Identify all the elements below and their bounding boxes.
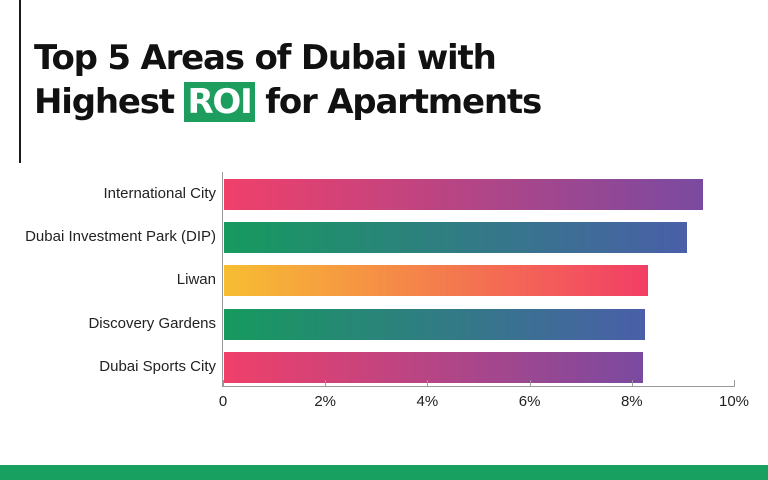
- category-label: Dubai Sports City: [99, 358, 216, 375]
- x-tick: [631, 380, 633, 387]
- title-roi-highlight: ROI: [184, 82, 255, 122]
- x-tick: [529, 380, 531, 387]
- x-tick-label: 2%: [314, 393, 337, 410]
- bar: [224, 222, 687, 253]
- x-tick-label: 4%: [416, 393, 439, 410]
- title-line-2: Highest ROI for Apartments: [34, 80, 542, 124]
- decorative-vertical-line: [19, 0, 21, 163]
- x-tick: [734, 380, 735, 387]
- category-label: Liwan: [176, 271, 216, 288]
- title-line-1: Top 5 Areas of Dubai with: [34, 38, 497, 78]
- bar: [224, 179, 703, 210]
- bar: [224, 352, 644, 383]
- title-line-2-pre: Highest: [34, 82, 175, 122]
- x-tick-label: 0: [218, 393, 228, 410]
- category-label: Discovery Gardens: [88, 315, 216, 332]
- chart-title: Top 5 Areas of Dubai with Highest ROI fo…: [34, 36, 542, 124]
- y-axis-line: [222, 172, 223, 386]
- x-axis-line: [222, 386, 734, 387]
- x-tick-label: 8%: [620, 393, 643, 410]
- bar: [224, 265, 649, 296]
- x-tick: [223, 380, 224, 387]
- category-label: Dubai Investment Park (DIP): [25, 228, 216, 245]
- x-tick-label: 6%: [518, 393, 541, 410]
- x-tick-label: 10%: [718, 393, 750, 410]
- footer-band: [0, 465, 768, 480]
- x-tick: [427, 380, 429, 387]
- bar: [224, 309, 646, 340]
- x-tick: [325, 380, 327, 387]
- title-line-2-post: for Apartments: [265, 82, 542, 122]
- category-label: International City: [103, 185, 216, 202]
